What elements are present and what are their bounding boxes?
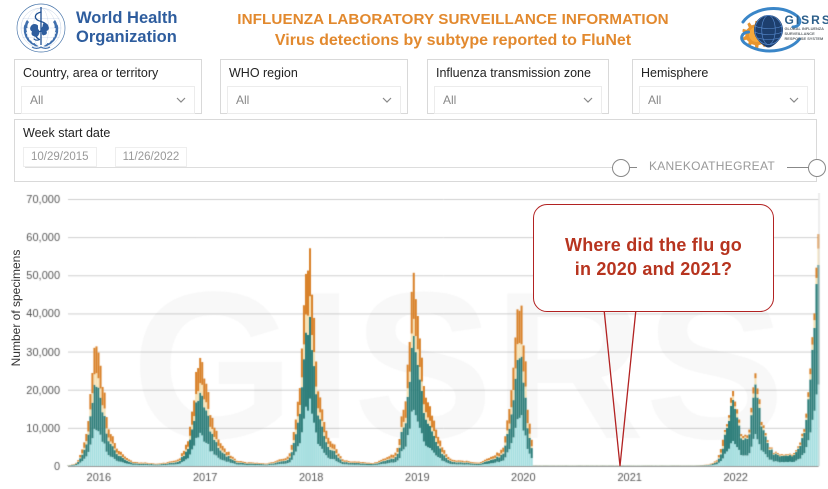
svg-text:RESPONSE SYSTEM: RESPONSE SYSTEM [785,36,824,41]
svg-text:GLOBAL INFLUENZA: GLOBAL INFLUENZA [785,26,825,31]
svg-text:GISRS: GISRS [785,13,828,27]
svg-text:SURVEILLANCE: SURVEILLANCE [785,31,816,36]
